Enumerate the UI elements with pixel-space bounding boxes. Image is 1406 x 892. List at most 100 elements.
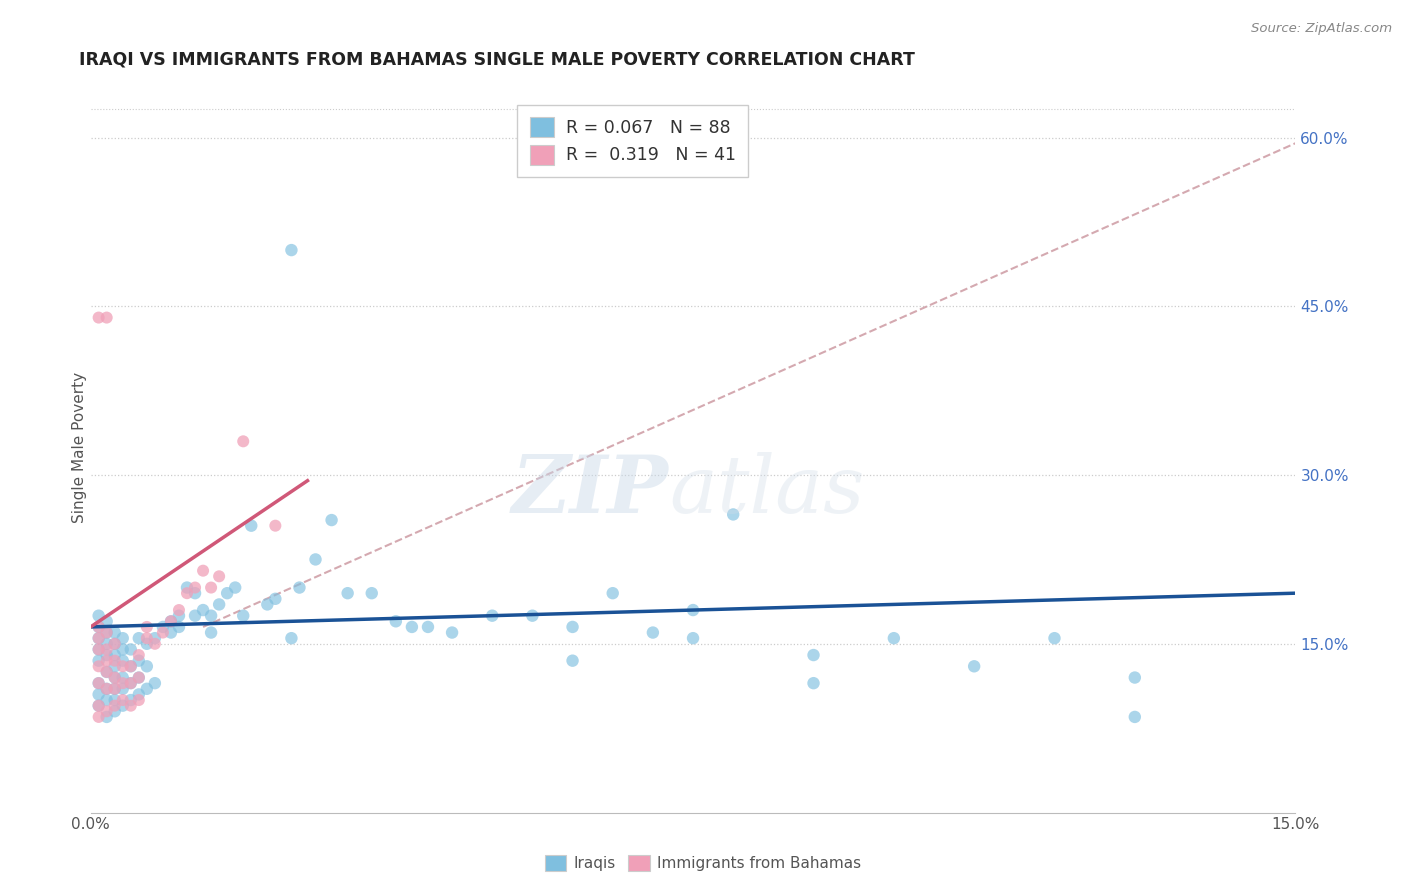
- Point: [200, 581, 222, 595]
- Point: [240, 518, 263, 533]
- Point: [135, 620, 157, 634]
- Point: [128, 688, 150, 702]
- Point: [1043, 631, 1066, 645]
- Point: [104, 659, 127, 673]
- Point: [143, 676, 166, 690]
- Legend: Iraqis, Immigrants from Bahamas: Iraqis, Immigrants from Bahamas: [538, 849, 868, 877]
- Point: [803, 676, 825, 690]
- Point: [111, 642, 134, 657]
- Point: [104, 637, 127, 651]
- Point: [176, 581, 198, 595]
- Point: [96, 693, 118, 707]
- Point: [87, 620, 110, 634]
- Point: [120, 698, 142, 713]
- Point: [561, 654, 583, 668]
- Point: [120, 676, 142, 690]
- Point: [87, 659, 110, 673]
- Point: [96, 710, 118, 724]
- Point: [87, 688, 110, 702]
- Point: [87, 631, 110, 645]
- Point: [561, 620, 583, 634]
- Point: [104, 693, 127, 707]
- Point: [104, 625, 127, 640]
- Point: [264, 591, 287, 606]
- Point: [963, 659, 986, 673]
- Point: [120, 642, 142, 657]
- Point: [128, 654, 150, 668]
- Point: [87, 631, 110, 645]
- Point: [96, 665, 118, 679]
- Point: [143, 637, 166, 651]
- Point: [87, 310, 110, 325]
- Point: [152, 620, 174, 634]
- Point: [87, 642, 110, 657]
- Point: [191, 603, 214, 617]
- Point: [96, 681, 118, 696]
- Point: [135, 637, 157, 651]
- Point: [104, 648, 127, 662]
- Point: [104, 681, 127, 696]
- Point: [87, 642, 110, 657]
- Point: [401, 620, 423, 634]
- Point: [191, 564, 214, 578]
- Point: [641, 625, 664, 640]
- Point: [160, 625, 183, 640]
- Point: [441, 625, 464, 640]
- Point: [104, 698, 127, 713]
- Point: [96, 681, 118, 696]
- Point: [1123, 710, 1146, 724]
- Point: [224, 581, 246, 595]
- Point: [87, 698, 110, 713]
- Point: [280, 631, 302, 645]
- Point: [200, 608, 222, 623]
- Point: [602, 586, 624, 600]
- Point: [200, 625, 222, 640]
- Point: [385, 615, 408, 629]
- Point: [104, 671, 127, 685]
- Text: ZIP: ZIP: [512, 452, 669, 530]
- Point: [96, 625, 118, 640]
- Point: [416, 620, 439, 634]
- Point: [1123, 671, 1146, 685]
- Point: [184, 586, 207, 600]
- Point: [167, 620, 190, 634]
- Point: [111, 693, 134, 707]
- Point: [184, 608, 207, 623]
- Point: [208, 569, 231, 583]
- Point: [128, 671, 150, 685]
- Point: [128, 671, 150, 685]
- Point: [104, 681, 127, 696]
- Point: [160, 615, 183, 629]
- Point: [721, 508, 744, 522]
- Point: [135, 659, 157, 673]
- Point: [232, 608, 254, 623]
- Point: [264, 518, 287, 533]
- Point: [120, 659, 142, 673]
- Point: [682, 631, 704, 645]
- Point: [87, 654, 110, 668]
- Point: [208, 598, 231, 612]
- Point: [152, 625, 174, 640]
- Point: [111, 676, 134, 690]
- Point: [336, 586, 359, 600]
- Text: IRAQI VS IMMIGRANTS FROM BAHAMAS SINGLE MALE POVERTY CORRELATION CHART: IRAQI VS IMMIGRANTS FROM BAHAMAS SINGLE …: [79, 51, 914, 69]
- Point: [96, 642, 118, 657]
- Point: [120, 693, 142, 707]
- Point: [280, 243, 302, 257]
- Point: [104, 704, 127, 718]
- Legend: R = 0.067   N = 88, R =  0.319   N = 41: R = 0.067 N = 88, R = 0.319 N = 41: [517, 104, 748, 177]
- Point: [120, 659, 142, 673]
- Point: [111, 654, 134, 668]
- Point: [96, 648, 118, 662]
- Text: Source: ZipAtlas.com: Source: ZipAtlas.com: [1251, 22, 1392, 36]
- Point: [143, 631, 166, 645]
- Point: [167, 603, 190, 617]
- Point: [160, 615, 183, 629]
- Point: [256, 598, 278, 612]
- Point: [803, 648, 825, 662]
- Point: [184, 581, 207, 595]
- Point: [135, 681, 157, 696]
- Point: [481, 608, 503, 623]
- Point: [682, 603, 704, 617]
- Point: [883, 631, 905, 645]
